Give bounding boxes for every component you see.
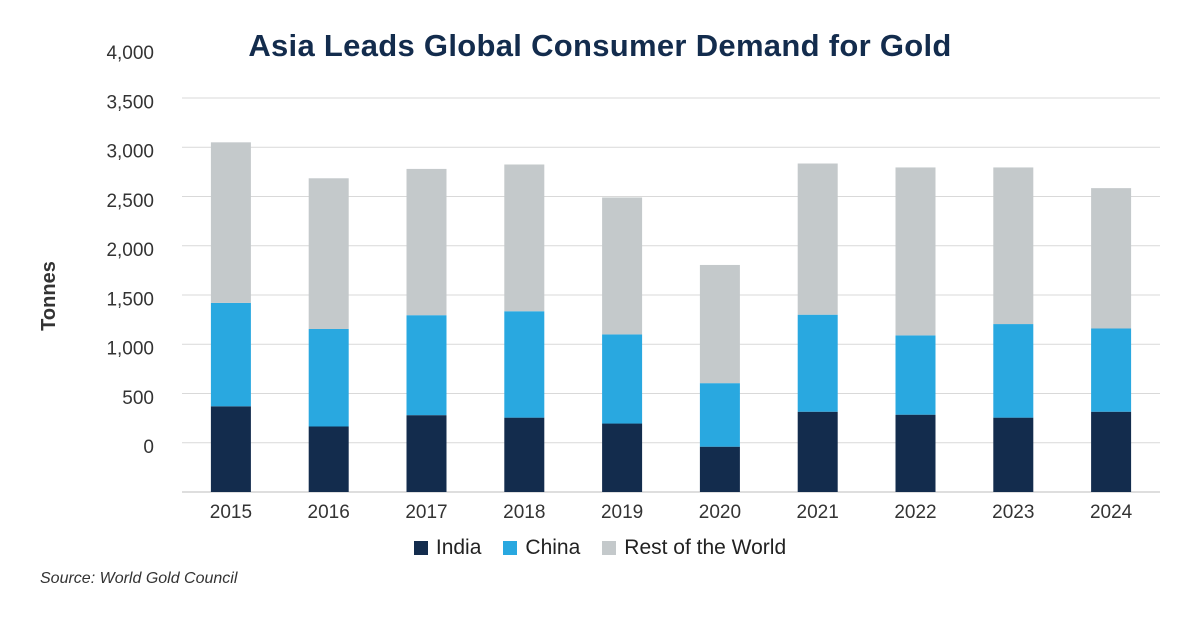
bar-segment-china [1091,328,1132,412]
bar-segment-china [993,324,1034,418]
x-tick-label: 2020 [699,502,741,523]
legend-item-china: China [503,536,580,560]
y-tick-label: 1,500 [106,289,154,310]
legend-swatch-china [503,541,518,555]
bar-segment-india [210,406,251,492]
bar-segment-rest-of-the-world [308,178,349,329]
x-tick-label: 2015 [210,502,252,523]
y-tick-label: 2,500 [106,191,154,212]
bar-segment-india [406,415,447,492]
y-tick-label: 3,000 [106,142,154,163]
bar-segment-rest-of-the-world [895,167,936,336]
bar-segment-china [406,315,447,416]
x-tick-label: 2021 [797,502,839,523]
legend-label-rest-of-world: Rest of the World [624,536,787,559]
bar-segment-india [993,417,1034,492]
legend-label-india: India [435,536,482,559]
legend-swatch-india [413,541,428,555]
bar-segment-rest-of-the-world [699,264,740,384]
x-tick-label: 2019 [601,502,643,523]
bar-segment-india [699,446,740,492]
chart-title: Asia Leads Global Consumer Demand for Go… [248,28,952,63]
bar-segment-rest-of-the-world [602,197,643,335]
x-tick-label: 2024 [1090,502,1133,523]
legend-item-rest-of-world: Rest of the World [602,536,786,560]
x-tick-label: 2017 [405,502,447,523]
bar-segment-china [504,311,545,418]
bar-segment-rest-of-the-world [504,164,545,312]
y-tick-label: 2,000 [106,240,154,261]
legend-label-china: China [525,536,581,559]
legend-item-india: India [413,536,482,560]
bar-segment-rest-of-the-world [210,142,251,303]
y-tick-label: 3,500 [106,92,154,113]
bar-segment-rest-of-the-world [1091,188,1132,329]
bar-segment-china [699,383,740,447]
y-tick-label: 1,000 [106,339,154,360]
legend-swatch-rest-of-world [602,541,617,555]
bar-segment-china [895,335,936,415]
x-tick-label: 2016 [308,502,350,523]
y-tick-label: 500 [122,388,154,409]
bar-segment-rest-of-the-world [797,163,838,315]
y-axis-label: Tonnes [38,261,60,331]
bar-segment-china [210,302,251,407]
bar-segment-rest-of-the-world [993,167,1034,325]
bar-segment-india [602,423,643,492]
bar-segment-rest-of-the-world [406,168,447,316]
bar-segment-india [797,411,838,492]
legend: India China Rest of the World [0,536,1200,560]
bar-segment-india [895,414,936,492]
bar-segment-china [308,328,349,427]
x-tick-label: 2022 [894,502,936,523]
x-tick-label: 2018 [503,502,545,523]
bar-segment-china [797,314,838,412]
bar-segment-india [504,417,545,492]
bar-segment-india [308,426,349,492]
bar-segment-india [1091,411,1132,492]
y-tick-label: 4,000 [106,43,154,64]
y-tick-label: 0 [143,437,154,458]
bar-segment-china [602,334,643,424]
x-tick-label: 2023 [992,502,1034,523]
source-note: Source: World Gold Council [40,570,238,587]
